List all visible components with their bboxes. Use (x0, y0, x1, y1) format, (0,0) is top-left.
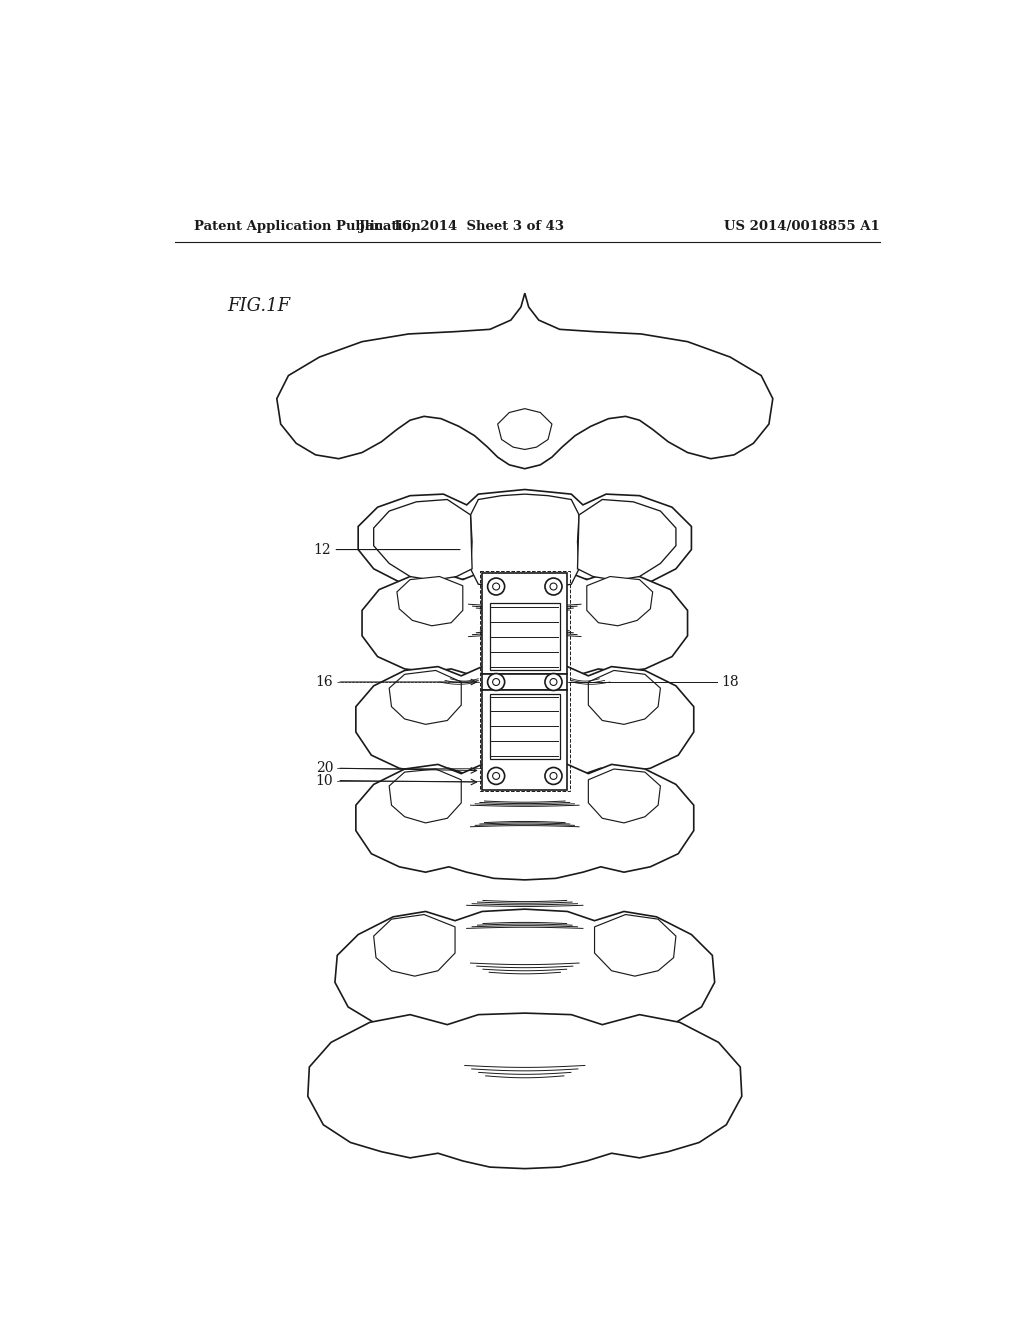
Text: Jan. 16, 2014  Sheet 3 of 43: Jan. 16, 2014 Sheet 3 of 43 (358, 219, 564, 232)
Text: Patent Application Publication: Patent Application Publication (194, 219, 421, 232)
Polygon shape (471, 494, 579, 590)
Circle shape (545, 578, 562, 595)
Polygon shape (397, 577, 463, 626)
Bar (489, 693, 560, 759)
Polygon shape (335, 909, 715, 1044)
Polygon shape (358, 490, 691, 599)
Circle shape (550, 583, 557, 590)
Polygon shape (589, 671, 660, 725)
Text: 12: 12 (313, 543, 331, 557)
Text: FIG.1F: FIG.1F (227, 297, 291, 315)
Polygon shape (578, 499, 676, 581)
Polygon shape (587, 577, 652, 626)
Polygon shape (498, 409, 552, 449)
Circle shape (493, 772, 500, 779)
Circle shape (545, 767, 562, 784)
Bar (489, 603, 560, 671)
Polygon shape (356, 763, 693, 880)
Circle shape (550, 772, 557, 779)
FancyBboxPatch shape (482, 689, 567, 789)
Polygon shape (308, 1014, 741, 1168)
Circle shape (493, 583, 500, 590)
Text: 18: 18 (721, 675, 738, 689)
Polygon shape (389, 770, 461, 822)
Polygon shape (362, 570, 687, 682)
Polygon shape (374, 915, 455, 977)
Polygon shape (276, 293, 773, 469)
Text: 16: 16 (315, 675, 334, 689)
Text: 10: 10 (315, 774, 334, 788)
Bar (482, 675, 567, 689)
Polygon shape (356, 665, 693, 781)
Circle shape (550, 678, 557, 685)
Polygon shape (595, 915, 676, 977)
Text: 20: 20 (315, 762, 334, 775)
Circle shape (493, 678, 500, 685)
Polygon shape (389, 671, 461, 725)
Polygon shape (589, 770, 660, 822)
Circle shape (487, 673, 505, 690)
Polygon shape (374, 499, 472, 581)
FancyBboxPatch shape (482, 573, 567, 675)
Circle shape (487, 767, 505, 784)
Text: US 2014/0018855 A1: US 2014/0018855 A1 (724, 219, 880, 232)
Circle shape (545, 673, 562, 690)
Circle shape (487, 578, 505, 595)
